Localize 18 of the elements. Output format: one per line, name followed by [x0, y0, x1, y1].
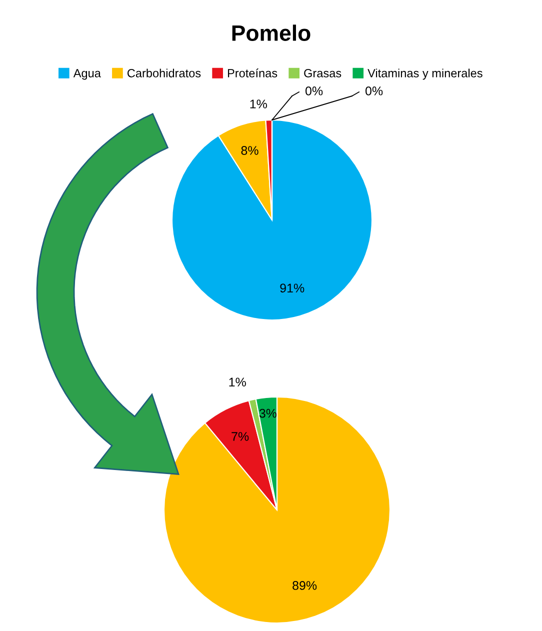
- pie-slice: [171, 119, 373, 321]
- data-label: 8%: [241, 146, 258, 155]
- text: 0%: [305, 86, 323, 96]
- data-label: 3%: [259, 408, 277, 418]
- pie-slice: [163, 396, 391, 624]
- pie-slice: [204, 400, 278, 511]
- data-label: 1%: [250, 100, 267, 108]
- text: 0%: [365, 86, 383, 96]
- data-label: 91%: [280, 284, 304, 292]
- data-label: 89%: [292, 581, 317, 590]
- legend-label: Grasas: [304, 69, 342, 78]
- data-label: 7%: [232, 432, 249, 441]
- data-label: 1%: [229, 378, 246, 386]
- legend-label: Vitaminas y minerales: [368, 68, 482, 80]
- legend-label: Proteínas: [228, 68, 278, 78]
- chart-title: Pomelo: [232, 24, 310, 41]
- legend-label: Carbohidratos: [128, 68, 201, 78]
- legend-label: Agua: [73, 69, 101, 80]
